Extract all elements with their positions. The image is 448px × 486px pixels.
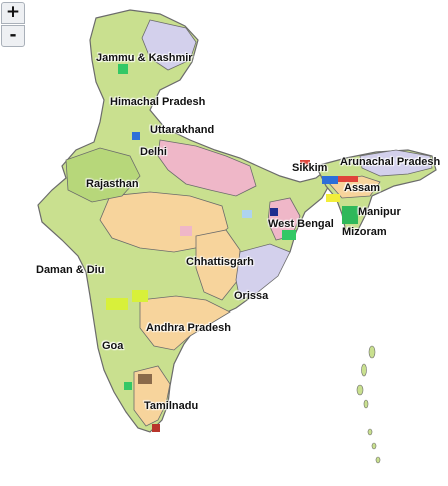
state-label-west-bengal: West Bengal (268, 218, 334, 230)
district-highlight[interactable] (124, 382, 132, 390)
state-label-himachal-pradesh: Himachal Pradesh (110, 96, 206, 108)
state-label-sikkim: Sikkim (292, 162, 328, 174)
district-highlight[interactable] (132, 290, 148, 302)
state-label-tamilnadu: Tamilnadu (144, 400, 199, 412)
district-highlight[interactable] (242, 210, 252, 218)
district-highlight[interactable] (342, 206, 358, 224)
state-label-rajasthan: Rajasthan (86, 178, 139, 190)
state-label-mizoram: Mizoram (342, 226, 387, 238)
state-label-uttarakhand: Uttarakhand (150, 124, 215, 136)
andaman-islands[interactable] (356, 345, 381, 464)
state-label-orissa: Orissa (234, 290, 269, 302)
region-chhattisgarh-peach[interactable] (195, 229, 241, 301)
district-highlight[interactable] (270, 208, 278, 216)
state-label-manipur: Manipur (358, 206, 401, 218)
region-rajasthan-green[interactable] (65, 147, 141, 203)
district-highlight[interactable] (180, 226, 192, 236)
district-highlight[interactable] (300, 160, 310, 168)
district-highlight[interactable] (152, 424, 160, 432)
district-highlight[interactable] (282, 230, 296, 240)
district-highlight[interactable] (138, 374, 152, 384)
region-kashmir-lavender[interactable] (141, 19, 197, 71)
region-andhra-peach[interactable] (139, 295, 231, 351)
state-label-delhi: Delhi (140, 146, 167, 158)
district-highlight[interactable] (326, 194, 340, 202)
state-label-chhattisgarh: Chhattisgarh (186, 256, 254, 268)
district-highlight[interactable] (118, 64, 128, 74)
region-arunachal-lavender[interactable] (359, 149, 433, 177)
state-label-goa: Goa (102, 340, 124, 352)
state-label-arunachal-pradesh: Arunachal Pradesh (340, 156, 441, 168)
state-label-daman-diu: Daman & Diu (36, 264, 105, 276)
district-highlight[interactable] (106, 298, 128, 310)
region-up-pink[interactable] (157, 139, 257, 197)
state-label-andhra-pradesh: Andhra Pradesh (146, 322, 231, 334)
district-highlight[interactable] (132, 132, 140, 140)
district-highlight[interactable] (322, 176, 338, 184)
state-label-assam: Assam (344, 182, 381, 194)
zoom-in-button[interactable]: + (1, 2, 25, 24)
region-orissa-lavender[interactable] (235, 243, 291, 301)
zoom-out-button[interactable]: - (1, 25, 25, 47)
district-highlight[interactable] (338, 176, 358, 182)
state-label-jammu-kashmir: Jammu & Kashmir (96, 52, 193, 64)
